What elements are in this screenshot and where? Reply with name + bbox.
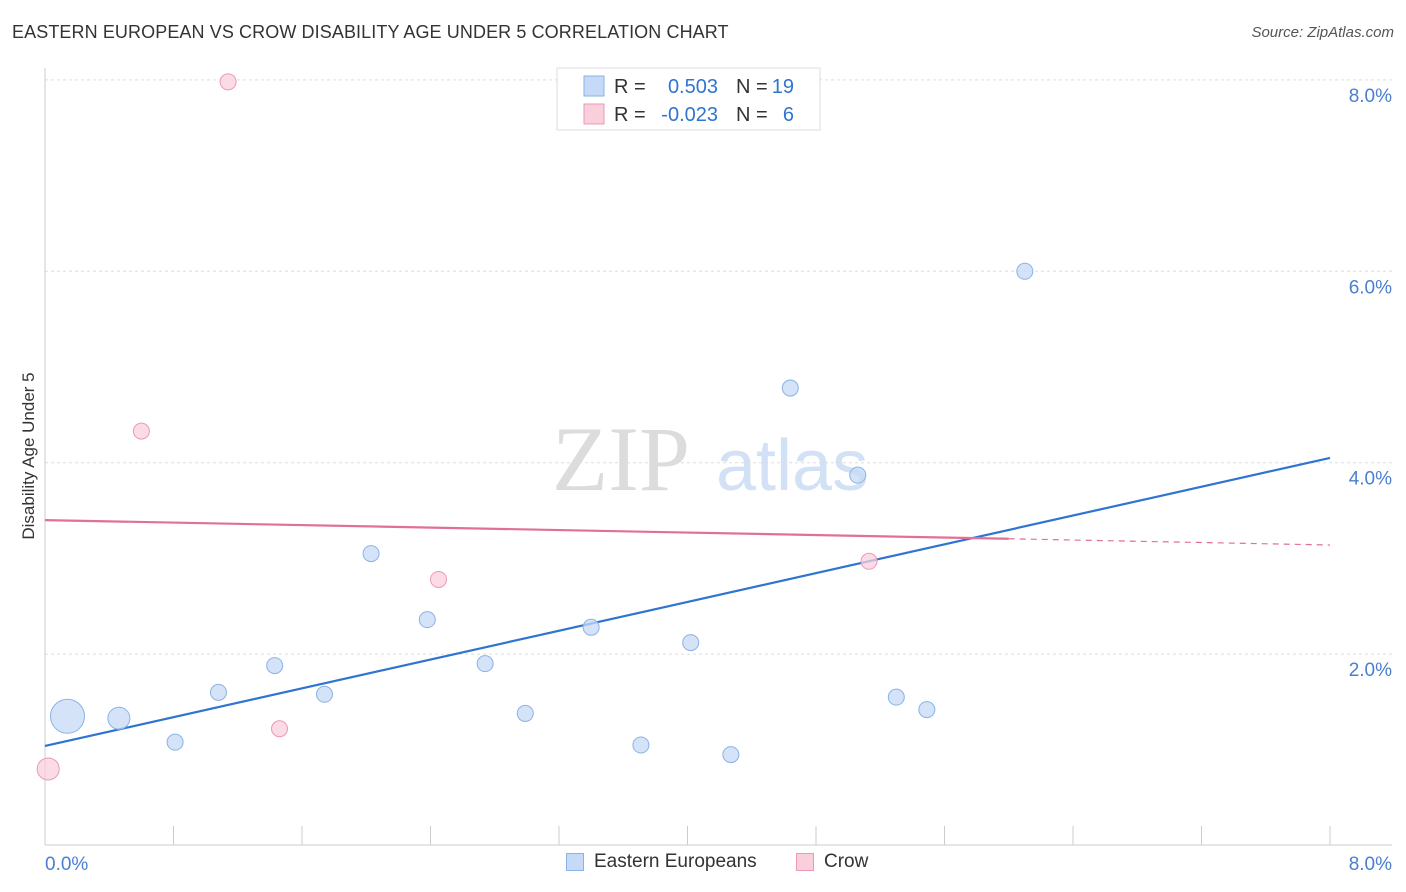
eastern-europeans-point (632, 736, 650, 754)
scatter-points (36, 73, 1034, 781)
legend-r-label-1: R = (614, 76, 646, 98)
crow-point (132, 422, 150, 440)
legend-swatch-crow (796, 853, 814, 871)
eastern-europeans-point (1016, 262, 1034, 280)
eastern-europeans-point (516, 704, 534, 722)
y-tick-label: 8.0% (1349, 86, 1392, 107)
legend-swatch-blue (583, 75, 605, 97)
eastern-europeans-point (418, 611, 436, 629)
legend-label-crow: Crow (824, 851, 869, 872)
eastern-europeans-point (918, 701, 936, 719)
legend-r-value-2: -0.023 (661, 104, 718, 126)
eastern-europeans-point (887, 688, 905, 706)
eastern-europeans-point (722, 746, 740, 764)
eastern-europeans-point (266, 657, 284, 675)
eastern-europeans-point (49, 698, 85, 734)
source-label: Source: ZipAtlas.com (1251, 24, 1394, 41)
legend-item-eastern-europeans: Eastern Europeans (566, 851, 757, 873)
crow-trend-line (44, 519, 1009, 540)
crow-point (36, 757, 60, 781)
legend-swatch-pink (583, 103, 605, 125)
eastern-europeans-point (166, 733, 184, 751)
crow-point (860, 552, 878, 570)
legend-item-crow: Crow (796, 851, 868, 873)
eastern-europeans-point (107, 706, 131, 730)
eastern-europeans-point (781, 379, 799, 397)
y-tick-label: 4.0% (1349, 469, 1392, 490)
legend-n-value-1: 19 (772, 76, 794, 98)
legend-swatch-eastern-europeans (566, 853, 584, 871)
watermark-atlas: atlas (716, 426, 868, 506)
legend-n-label-1: N = (736, 76, 768, 98)
watermark-zip: ZIP (552, 408, 690, 510)
eastern-europeans-point (476, 655, 494, 673)
eastern-europeans-point (209, 683, 227, 701)
crow-point (219, 73, 237, 91)
y-tick-label: 2.0% (1349, 660, 1392, 681)
eastern-europeans-point (362, 545, 380, 563)
x-tick-label-min: 0.0% (45, 854, 88, 875)
series-legend: Eastern Europeans Crow (0, 851, 1406, 879)
legend-r-label-2: R = (614, 104, 646, 126)
axes: 2.0% 4.0% 6.0% 8.0% 0.0% 8.0% (44, 68, 1392, 875)
legend-n-value-2: 6 (783, 104, 794, 126)
legend-label-eastern-europeans: Eastern Europeans (594, 851, 757, 872)
crow-point (430, 570, 448, 588)
y-tick-label: 6.0% (1349, 277, 1392, 298)
x-tick-label-max: 8.0% (1349, 854, 1392, 875)
legend-r-value-1: 0.503 (668, 76, 718, 98)
trend-lines (44, 456, 1331, 748)
legend-n-label-2: N = (736, 104, 768, 126)
eastern-europeans-point (849, 466, 867, 484)
crow-point (271, 720, 289, 738)
y-axis-label: Disability Age Under 5 (19, 372, 38, 539)
gridlines (45, 79, 1392, 655)
correlation-legend: R = 0.503 N = 19 R = -0.023 N = 6 (556, 67, 821, 131)
eastern-europeans-point (582, 618, 600, 636)
eastern-europeans-trend-line (44, 456, 1331, 748)
eastern-europeans-point (682, 634, 700, 652)
chart-title: EASTERN EUROPEAN VS CROW DISABILITY AGE … (12, 22, 729, 42)
eastern-europeans-point (315, 685, 333, 703)
crow-trend-extension (1008, 538, 1331, 546)
